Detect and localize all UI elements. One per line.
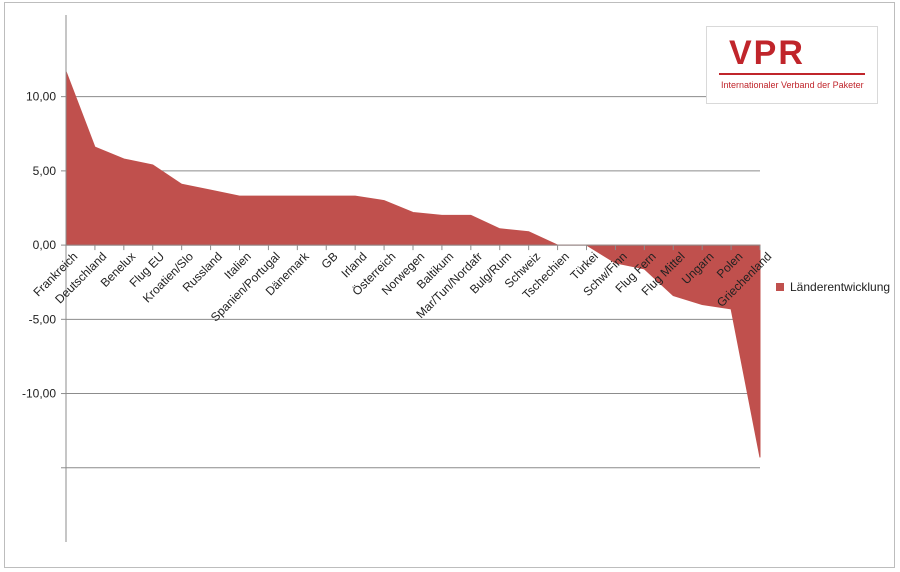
y-tick-label: 0,00 (33, 238, 57, 252)
y-tick-labels: 10,00 5,00 0,00 -5,00 -10,00 (22, 90, 56, 401)
legend-swatch (776, 283, 784, 291)
y-tick-label: 10,00 (26, 90, 56, 104)
axes (61, 15, 761, 542)
logo-mark: VPR (729, 34, 805, 72)
series-area (65, 71, 761, 458)
legend-label: Länderentwicklung (790, 280, 891, 294)
series-area-path (65, 71, 761, 458)
vpr-logo: VPR Internationaler Verband der Paketer (706, 26, 878, 104)
y-tick-label: -5,00 (29, 312, 57, 326)
gridlines (66, 96, 760, 469)
logo-underline (719, 73, 865, 75)
legend: Länderentwicklung (776, 280, 890, 294)
y-tick-label: -10,00 (22, 387, 56, 401)
y-tick-label: 5,00 (33, 164, 57, 178)
logo-tagline: Internationaler Verband der Paketer (721, 80, 864, 90)
x-category-label: GB (318, 249, 340, 271)
